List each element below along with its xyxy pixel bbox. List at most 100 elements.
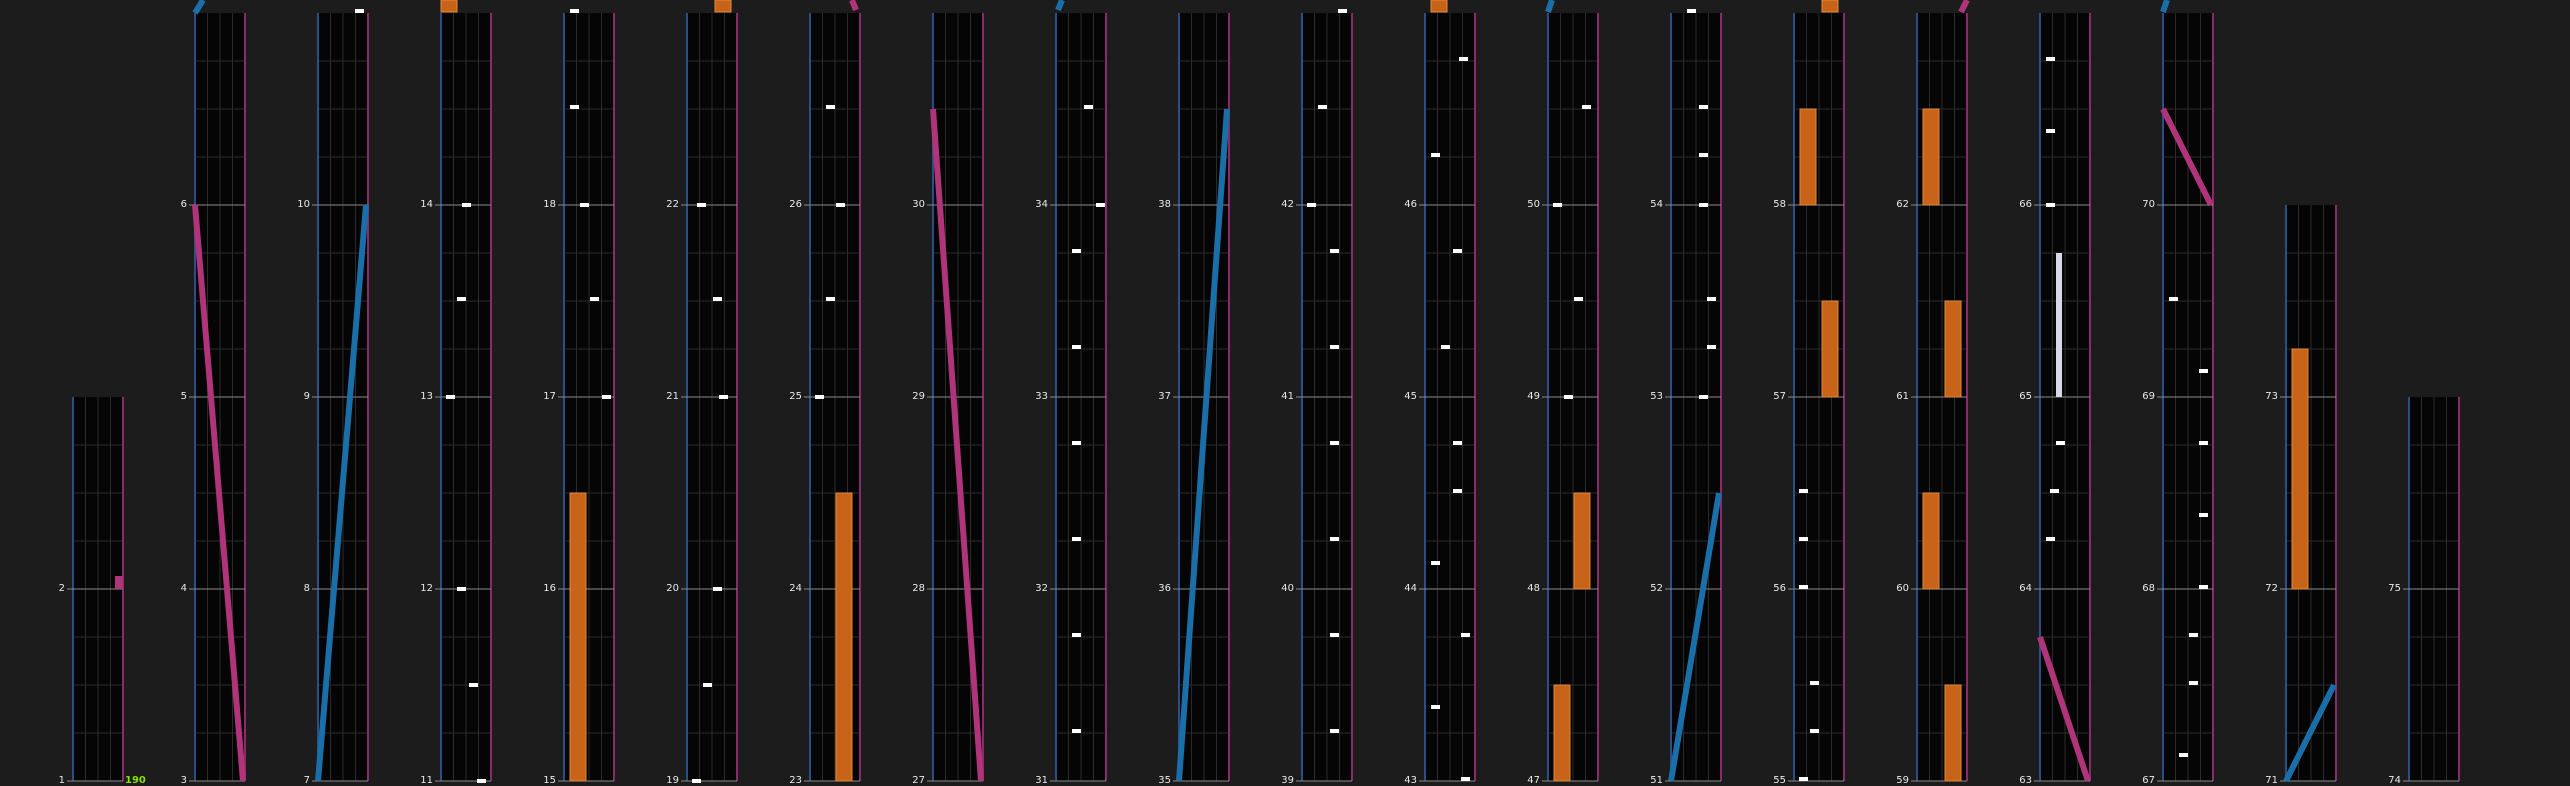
- tap-note: [1330, 345, 1339, 349]
- tap-note: [815, 395, 824, 399]
- tap-note: [1072, 729, 1081, 733]
- measure-label: 63: [2019, 775, 2032, 786]
- measure-label: 49: [1527, 391, 1540, 402]
- measure-label: 50: [1527, 199, 1540, 210]
- measure-label: 51: [1650, 775, 1663, 786]
- measure-label: 3: [181, 775, 187, 786]
- measure-label: 9: [304, 391, 310, 402]
- tap-note: [1338, 9, 1347, 13]
- measure-label: 34: [1035, 199, 1048, 210]
- hold-note: [714, 0, 732, 13]
- slide-note: [1958, 0, 1970, 14]
- tap-note: [2189, 681, 2198, 685]
- tap-note: [570, 9, 579, 13]
- measure-label: 35: [1158, 775, 1171, 786]
- measure-label: 45: [1404, 391, 1417, 402]
- tap-note: [1461, 777, 1470, 781]
- measure-label: 20: [666, 583, 679, 594]
- hold-note: [1922, 108, 1940, 206]
- tap-note: [1810, 729, 1819, 733]
- measure-label: 54: [1650, 199, 1663, 210]
- measure-label: 47: [1527, 775, 1540, 786]
- measure-label: 30: [912, 199, 925, 210]
- measure-label: 21: [666, 391, 679, 402]
- tap-note: [1084, 105, 1093, 109]
- tap-note: [713, 297, 722, 301]
- measure-label: 23: [789, 775, 802, 786]
- measure-label: 53: [1650, 391, 1663, 402]
- measure-label: 62: [1896, 199, 1909, 210]
- slide-note: [2037, 636, 2091, 782]
- tap-note: [1431, 561, 1440, 565]
- measure-label: 43: [1404, 775, 1417, 786]
- measure-label: 28: [912, 583, 925, 594]
- tap-note: [2199, 441, 2208, 445]
- tap-note: [1707, 345, 1716, 349]
- measure-label: 11: [420, 775, 433, 786]
- measure-label: 5: [181, 391, 187, 402]
- measure-label: 31: [1035, 775, 1048, 786]
- tap-note: [1330, 441, 1339, 445]
- measure-label: 12: [420, 583, 433, 594]
- measure-label: 44: [1404, 583, 1417, 594]
- tap-note: [1072, 249, 1081, 253]
- measure-label: 38: [1158, 199, 1171, 210]
- hold-note: [1553, 684, 1571, 782]
- tap-note: [1307, 203, 1316, 207]
- tap-note: [1453, 441, 1462, 445]
- tap-note: [590, 297, 599, 301]
- hold-note: [2291, 348, 2309, 590]
- measure-label: 41: [1281, 391, 1294, 402]
- measure-label: 42: [1281, 199, 1294, 210]
- tap-note: [1564, 395, 1573, 399]
- measure-label: 7: [304, 775, 310, 786]
- slide-note: [930, 108, 984, 782]
- tap-note: [1072, 441, 1081, 445]
- measure-label: 18: [543, 199, 556, 210]
- slide-note: [315, 204, 369, 782]
- tap-note: [2046, 129, 2055, 133]
- measure-label: 65: [2019, 391, 2032, 402]
- tap-note: [469, 683, 478, 687]
- tap-note: [2056, 441, 2065, 445]
- tap-note: [719, 395, 728, 399]
- measure-label: 15: [543, 775, 556, 786]
- slide-note: [1668, 492, 1722, 782]
- tap-note: [580, 203, 589, 207]
- hold-note: [440, 0, 458, 13]
- tap-note: [2199, 513, 2208, 517]
- tap-note: [1799, 489, 1808, 493]
- measure-label: 69: [2142, 391, 2155, 402]
- tap-note: [1699, 395, 1708, 399]
- measure-label: 52: [1650, 583, 1663, 594]
- tap-note: [1072, 633, 1081, 637]
- hold-note: [1944, 300, 1962, 398]
- measure-label: 1: [59, 775, 65, 786]
- tap-note: [2199, 585, 2208, 589]
- tap-note: [1330, 729, 1339, 733]
- measure-label: 26: [789, 199, 802, 210]
- hold-note: [1944, 684, 1962, 782]
- slide-note: [1545, 0, 1555, 13]
- tap-note: [2169, 297, 2178, 301]
- tap-note: [1461, 633, 1470, 637]
- tap-note: [703, 683, 712, 687]
- measure-label: 46: [1404, 199, 1417, 210]
- combo-counter: 190: [125, 775, 146, 786]
- slide-note: [849, 0, 859, 12]
- tap-note: [1810, 681, 1819, 685]
- measure-label: 27: [912, 775, 925, 786]
- tap-note: [1699, 153, 1708, 157]
- measure-label: 6: [181, 199, 187, 210]
- tap-note: [697, 203, 706, 207]
- measure-label: 56: [1773, 583, 1786, 594]
- hold-note: [1821, 0, 1839, 13]
- tap-note: [1453, 489, 1462, 493]
- measure-label: 75: [2388, 583, 2401, 594]
- tap-note: [1330, 249, 1339, 253]
- measure-label: 70: [2142, 199, 2155, 210]
- measure-label: 33: [1035, 391, 1048, 402]
- slide-note: [1176, 108, 1230, 782]
- measure-label: 74: [2388, 775, 2401, 786]
- tap-note: [602, 395, 611, 399]
